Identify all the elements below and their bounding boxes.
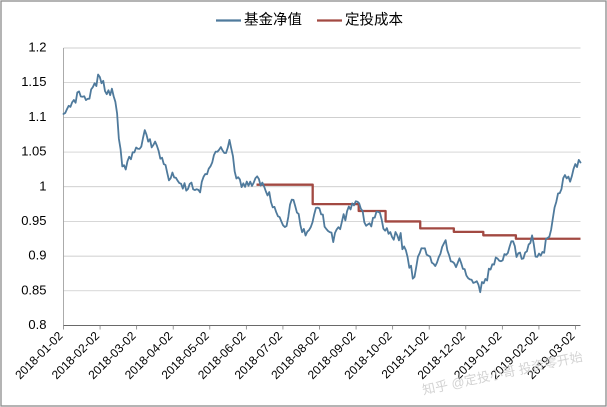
svg-text:定投成本: 定投成本 bbox=[345, 12, 403, 29]
svg-text:0.85: 0.85 bbox=[21, 282, 46, 297]
svg-text:1.2: 1.2 bbox=[28, 40, 46, 55]
svg-text:1: 1 bbox=[39, 178, 46, 193]
svg-text:0.95: 0.95 bbox=[21, 213, 46, 228]
svg-text:基金净值: 基金净值 bbox=[244, 12, 302, 29]
svg-text:0.8: 0.8 bbox=[28, 317, 46, 332]
svg-text:1.05: 1.05 bbox=[21, 144, 46, 159]
svg-text:1.1: 1.1 bbox=[28, 109, 46, 124]
svg-text:1.15: 1.15 bbox=[21, 74, 46, 89]
svg-text:0.9: 0.9 bbox=[28, 248, 46, 263]
